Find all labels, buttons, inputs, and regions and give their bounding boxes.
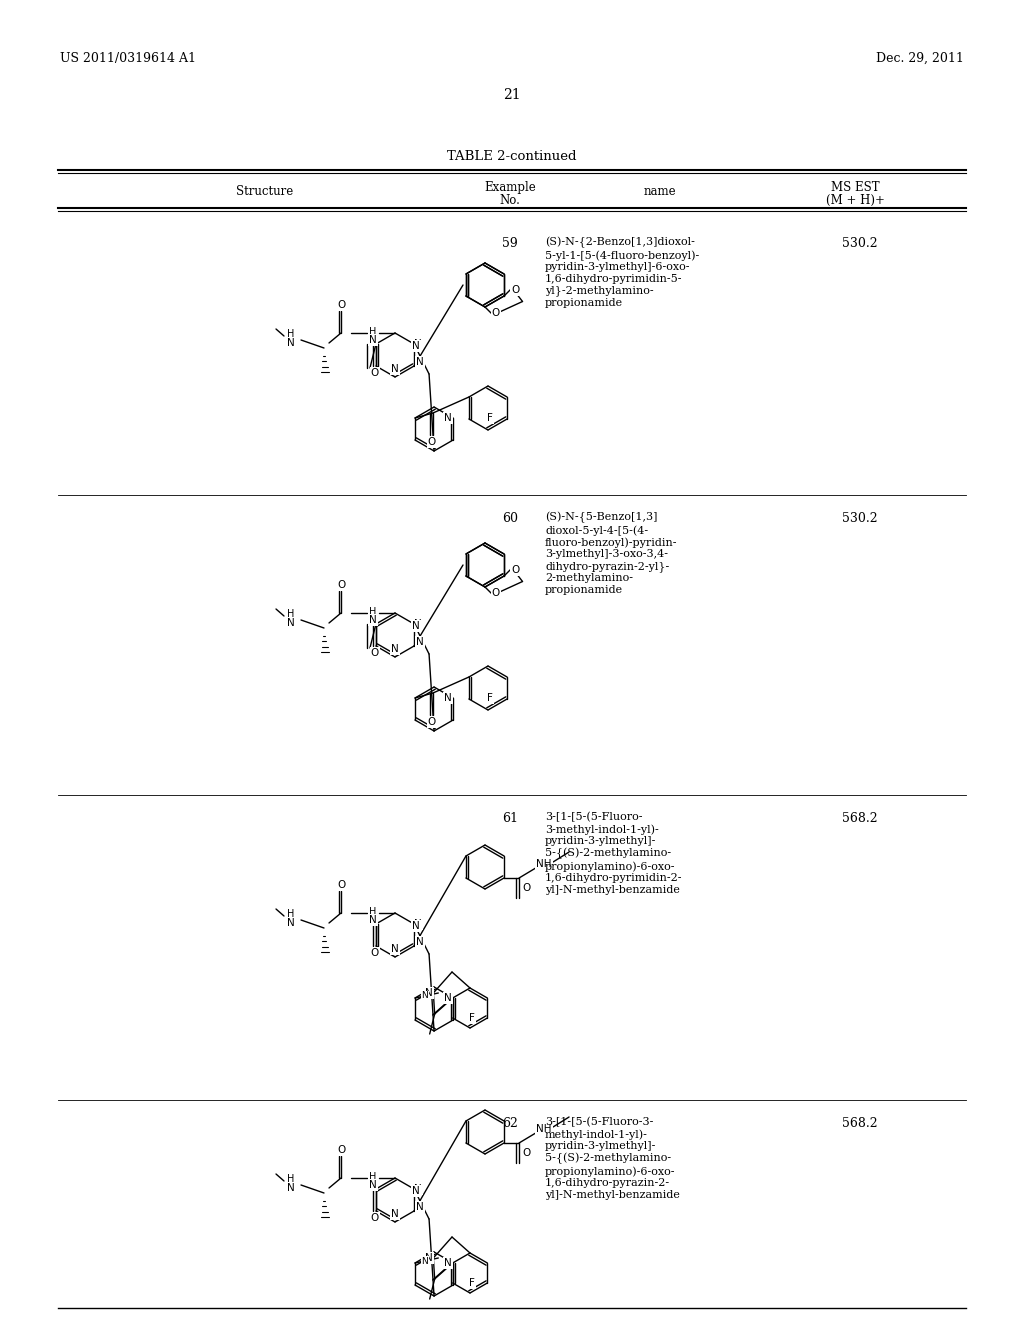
Text: O: O bbox=[492, 587, 500, 598]
Text: O: O bbox=[337, 579, 345, 590]
Text: 21: 21 bbox=[503, 88, 521, 102]
Text: N: N bbox=[391, 644, 399, 653]
Text: O: O bbox=[371, 948, 379, 958]
Text: O: O bbox=[522, 883, 530, 894]
Text: H: H bbox=[288, 1173, 295, 1184]
Text: O: O bbox=[511, 565, 519, 576]
Text: 3-[1-[5-(5-Fluoro-
3-methyl-indol-1-yl)-
pyridin-3-ylmethyl]-
5-{(S)-2-methylami: 3-[1-[5-(5-Fluoro- 3-methyl-indol-1-yl)-… bbox=[545, 812, 683, 895]
Text: 568.2: 568.2 bbox=[842, 1117, 878, 1130]
Text: H: H bbox=[288, 909, 295, 919]
Text: 568.2: 568.2 bbox=[842, 812, 878, 825]
Text: O: O bbox=[492, 308, 500, 318]
Text: N: N bbox=[414, 1184, 422, 1195]
Text: N: N bbox=[287, 338, 295, 348]
Text: H: H bbox=[370, 327, 377, 337]
Text: N: N bbox=[422, 991, 428, 1001]
Text: N: N bbox=[369, 615, 377, 624]
Text: F: F bbox=[487, 693, 493, 704]
Text: O: O bbox=[522, 1148, 530, 1158]
Text: 3-[1-[5-(5-Fluoro-3-
methyl-indol-1-yl)-
pyridin-3-ylmethyl]-
5-{(S)-2-methylami: 3-[1-[5-(5-Fluoro-3- methyl-indol-1-yl)-… bbox=[545, 1117, 680, 1200]
Text: H: H bbox=[370, 907, 377, 917]
Text: N: N bbox=[425, 987, 433, 998]
Text: N: N bbox=[416, 937, 424, 946]
Text: O: O bbox=[337, 880, 345, 890]
Text: N: N bbox=[391, 1209, 399, 1218]
Text: N: N bbox=[416, 356, 424, 367]
Text: O: O bbox=[511, 285, 519, 294]
Text: N: N bbox=[413, 620, 420, 631]
Text: (M + H)+: (M + H)+ bbox=[825, 194, 885, 207]
Text: 62: 62 bbox=[502, 1117, 518, 1130]
Text: F: F bbox=[469, 1278, 475, 1288]
Text: O: O bbox=[337, 1144, 345, 1155]
Text: N: N bbox=[287, 618, 295, 628]
Text: F: F bbox=[487, 413, 493, 422]
Text: name: name bbox=[644, 185, 676, 198]
Text: N: N bbox=[413, 921, 420, 931]
Text: 59: 59 bbox=[502, 238, 518, 249]
Text: Dec. 29, 2011: Dec. 29, 2011 bbox=[877, 51, 964, 65]
Text: O: O bbox=[428, 717, 436, 727]
Text: 530.2: 530.2 bbox=[842, 238, 878, 249]
Text: H: H bbox=[370, 1172, 377, 1181]
Text: H: H bbox=[288, 609, 295, 619]
Text: N: N bbox=[369, 335, 377, 345]
Text: O: O bbox=[371, 648, 379, 657]
Text: N: N bbox=[425, 1253, 433, 1263]
Text: N: N bbox=[414, 339, 422, 348]
Text: N: N bbox=[416, 638, 424, 647]
Text: N: N bbox=[444, 413, 452, 422]
Text: Example: Example bbox=[484, 181, 536, 194]
Text: H: H bbox=[370, 607, 377, 616]
Text: N: N bbox=[369, 915, 377, 925]
Text: MS EST: MS EST bbox=[830, 181, 880, 194]
Text: N: N bbox=[287, 1183, 295, 1193]
Text: No.: No. bbox=[500, 194, 520, 207]
Text: 60: 60 bbox=[502, 512, 518, 525]
Text: US 2011/0319614 A1: US 2011/0319614 A1 bbox=[60, 51, 196, 65]
Text: NH: NH bbox=[537, 859, 552, 869]
Text: F: F bbox=[469, 1012, 475, 1023]
Text: N: N bbox=[391, 364, 399, 374]
Text: 61: 61 bbox=[502, 812, 518, 825]
Text: N: N bbox=[369, 1180, 377, 1191]
Text: Structure: Structure bbox=[237, 185, 294, 198]
Text: N: N bbox=[444, 693, 452, 704]
Text: O: O bbox=[371, 1213, 379, 1224]
Text: N: N bbox=[391, 944, 399, 954]
Text: N: N bbox=[444, 1258, 452, 1269]
Text: O: O bbox=[428, 437, 436, 447]
Text: N: N bbox=[444, 993, 452, 1003]
Text: N: N bbox=[414, 619, 422, 630]
Text: O: O bbox=[371, 368, 379, 378]
Text: N: N bbox=[413, 341, 420, 351]
Text: N: N bbox=[287, 917, 295, 928]
Text: NH: NH bbox=[537, 1125, 552, 1134]
Text: N: N bbox=[422, 1257, 428, 1266]
Text: O: O bbox=[337, 300, 345, 310]
Text: H: H bbox=[288, 329, 295, 339]
Text: (S)-N-{2-Benzo[1,3]dioxol-
5-yl-1-[5-(4-fluoro-benzoyl)-
pyridin-3-ylmethyl]-6-o: (S)-N-{2-Benzo[1,3]dioxol- 5-yl-1-[5-(4-… bbox=[545, 238, 699, 308]
Text: 530.2: 530.2 bbox=[842, 512, 878, 525]
Text: N: N bbox=[414, 919, 422, 929]
Text: N: N bbox=[416, 1203, 424, 1212]
Text: (S)-N-{5-Benzo[1,3]
dioxol-5-yl-4-[5-(4-
fluoro-benzoyl)-pyridin-
3-ylmethyl]-3-: (S)-N-{5-Benzo[1,3] dioxol-5-yl-4-[5-(4-… bbox=[545, 512, 678, 595]
Text: TABLE 2-continued: TABLE 2-continued bbox=[447, 150, 577, 162]
Text: N: N bbox=[413, 1185, 420, 1196]
